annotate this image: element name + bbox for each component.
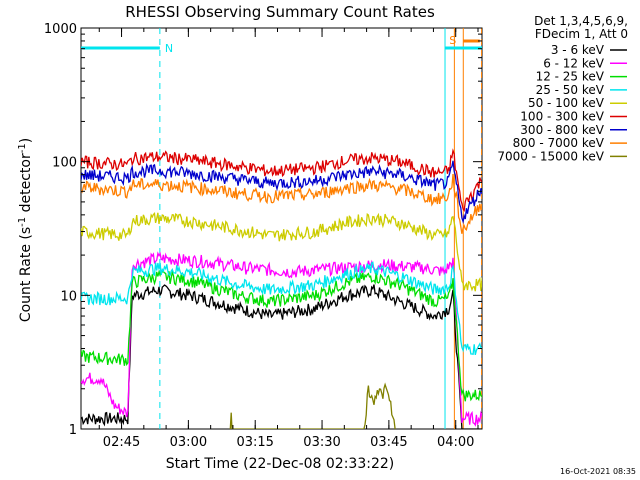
y-tick-label: 10 xyxy=(60,289,77,304)
legend-label: 3 - 6 keV xyxy=(551,43,605,57)
legend-label: 100 - 300 keV xyxy=(520,110,604,124)
legend-header-line: Det 1,3,4,5,6,9, xyxy=(534,14,628,28)
legend-header-line: FDecim 1, Att 0 xyxy=(535,27,628,41)
x-tick-label: 03:15 xyxy=(236,435,273,450)
series-line xyxy=(81,269,482,402)
y-axis-label-exponent: -1 xyxy=(17,143,28,153)
legend-label: 6 - 12 keV xyxy=(543,56,605,70)
y-tick-label: 1000 xyxy=(44,22,77,37)
legend-label: 12 - 25 keV xyxy=(536,70,605,84)
footer-timestamp: 16-Oct-2021 08:35 xyxy=(560,467,636,476)
saa-label: S xyxy=(449,34,456,47)
x-axis-label: Start Time (22-Dec-08 02:33:22) xyxy=(166,456,394,472)
night-label: N xyxy=(165,42,173,55)
chart-title: RHESSI Observing Summary Count Rates xyxy=(125,3,435,21)
series-line xyxy=(81,173,482,234)
legend-label: 300 - 800 keV xyxy=(520,123,604,137)
x-tick-label: 03:45 xyxy=(370,435,407,450)
series-4 xyxy=(81,261,482,356)
x-tick-label: 03:30 xyxy=(303,435,340,450)
vertical-markers xyxy=(159,28,482,429)
series-line xyxy=(229,382,396,429)
series-5 xyxy=(81,211,482,292)
legend-label: 7000 - 15000 keV xyxy=(497,149,604,163)
series-9 xyxy=(229,382,396,429)
series-line xyxy=(81,160,482,225)
series-layer xyxy=(81,148,482,429)
y-axis-label-exponent: -1 xyxy=(17,217,28,227)
series-8 xyxy=(81,173,482,234)
y-axis-label-part: detector xyxy=(18,153,34,217)
legend: Det 1,3,4,5,6,9, FDecim 1, Att 0 3 - 6 k… xyxy=(497,14,628,163)
y-tick-label: 1 xyxy=(69,423,77,438)
plot-frame xyxy=(80,27,483,430)
y-axis-label-part: Count Rate (s xyxy=(18,227,34,322)
legend-label: 800 - 7000 keV xyxy=(513,136,605,150)
legend-label: 25 - 50 keV xyxy=(536,83,605,97)
y-tick-label: 100 xyxy=(52,156,77,171)
annotation-layer: NS xyxy=(81,34,482,55)
series-line xyxy=(81,148,482,213)
series-line xyxy=(81,261,482,356)
series-line xyxy=(81,251,482,427)
x-tick-label: 03:00 xyxy=(170,435,207,450)
y-axis-label: Count Rate (s-1 detector-1) xyxy=(17,138,34,322)
series-2 xyxy=(81,251,482,427)
series-7 xyxy=(81,160,482,225)
x-tick-label: 04:00 xyxy=(437,435,474,450)
y-axis-label-part: ) xyxy=(18,138,34,143)
series-line xyxy=(81,211,482,292)
axes: 1 10 100 1000 02:45 03:00 03:15 03:30 03:45 04:00 xyxy=(44,22,482,450)
series-line xyxy=(81,284,482,429)
series-1 xyxy=(81,284,482,429)
legend-label: 50 - 100 keV xyxy=(528,96,605,110)
x-tick-label: 02:45 xyxy=(103,435,140,450)
series-6 xyxy=(81,148,482,213)
series-3 xyxy=(81,269,482,402)
